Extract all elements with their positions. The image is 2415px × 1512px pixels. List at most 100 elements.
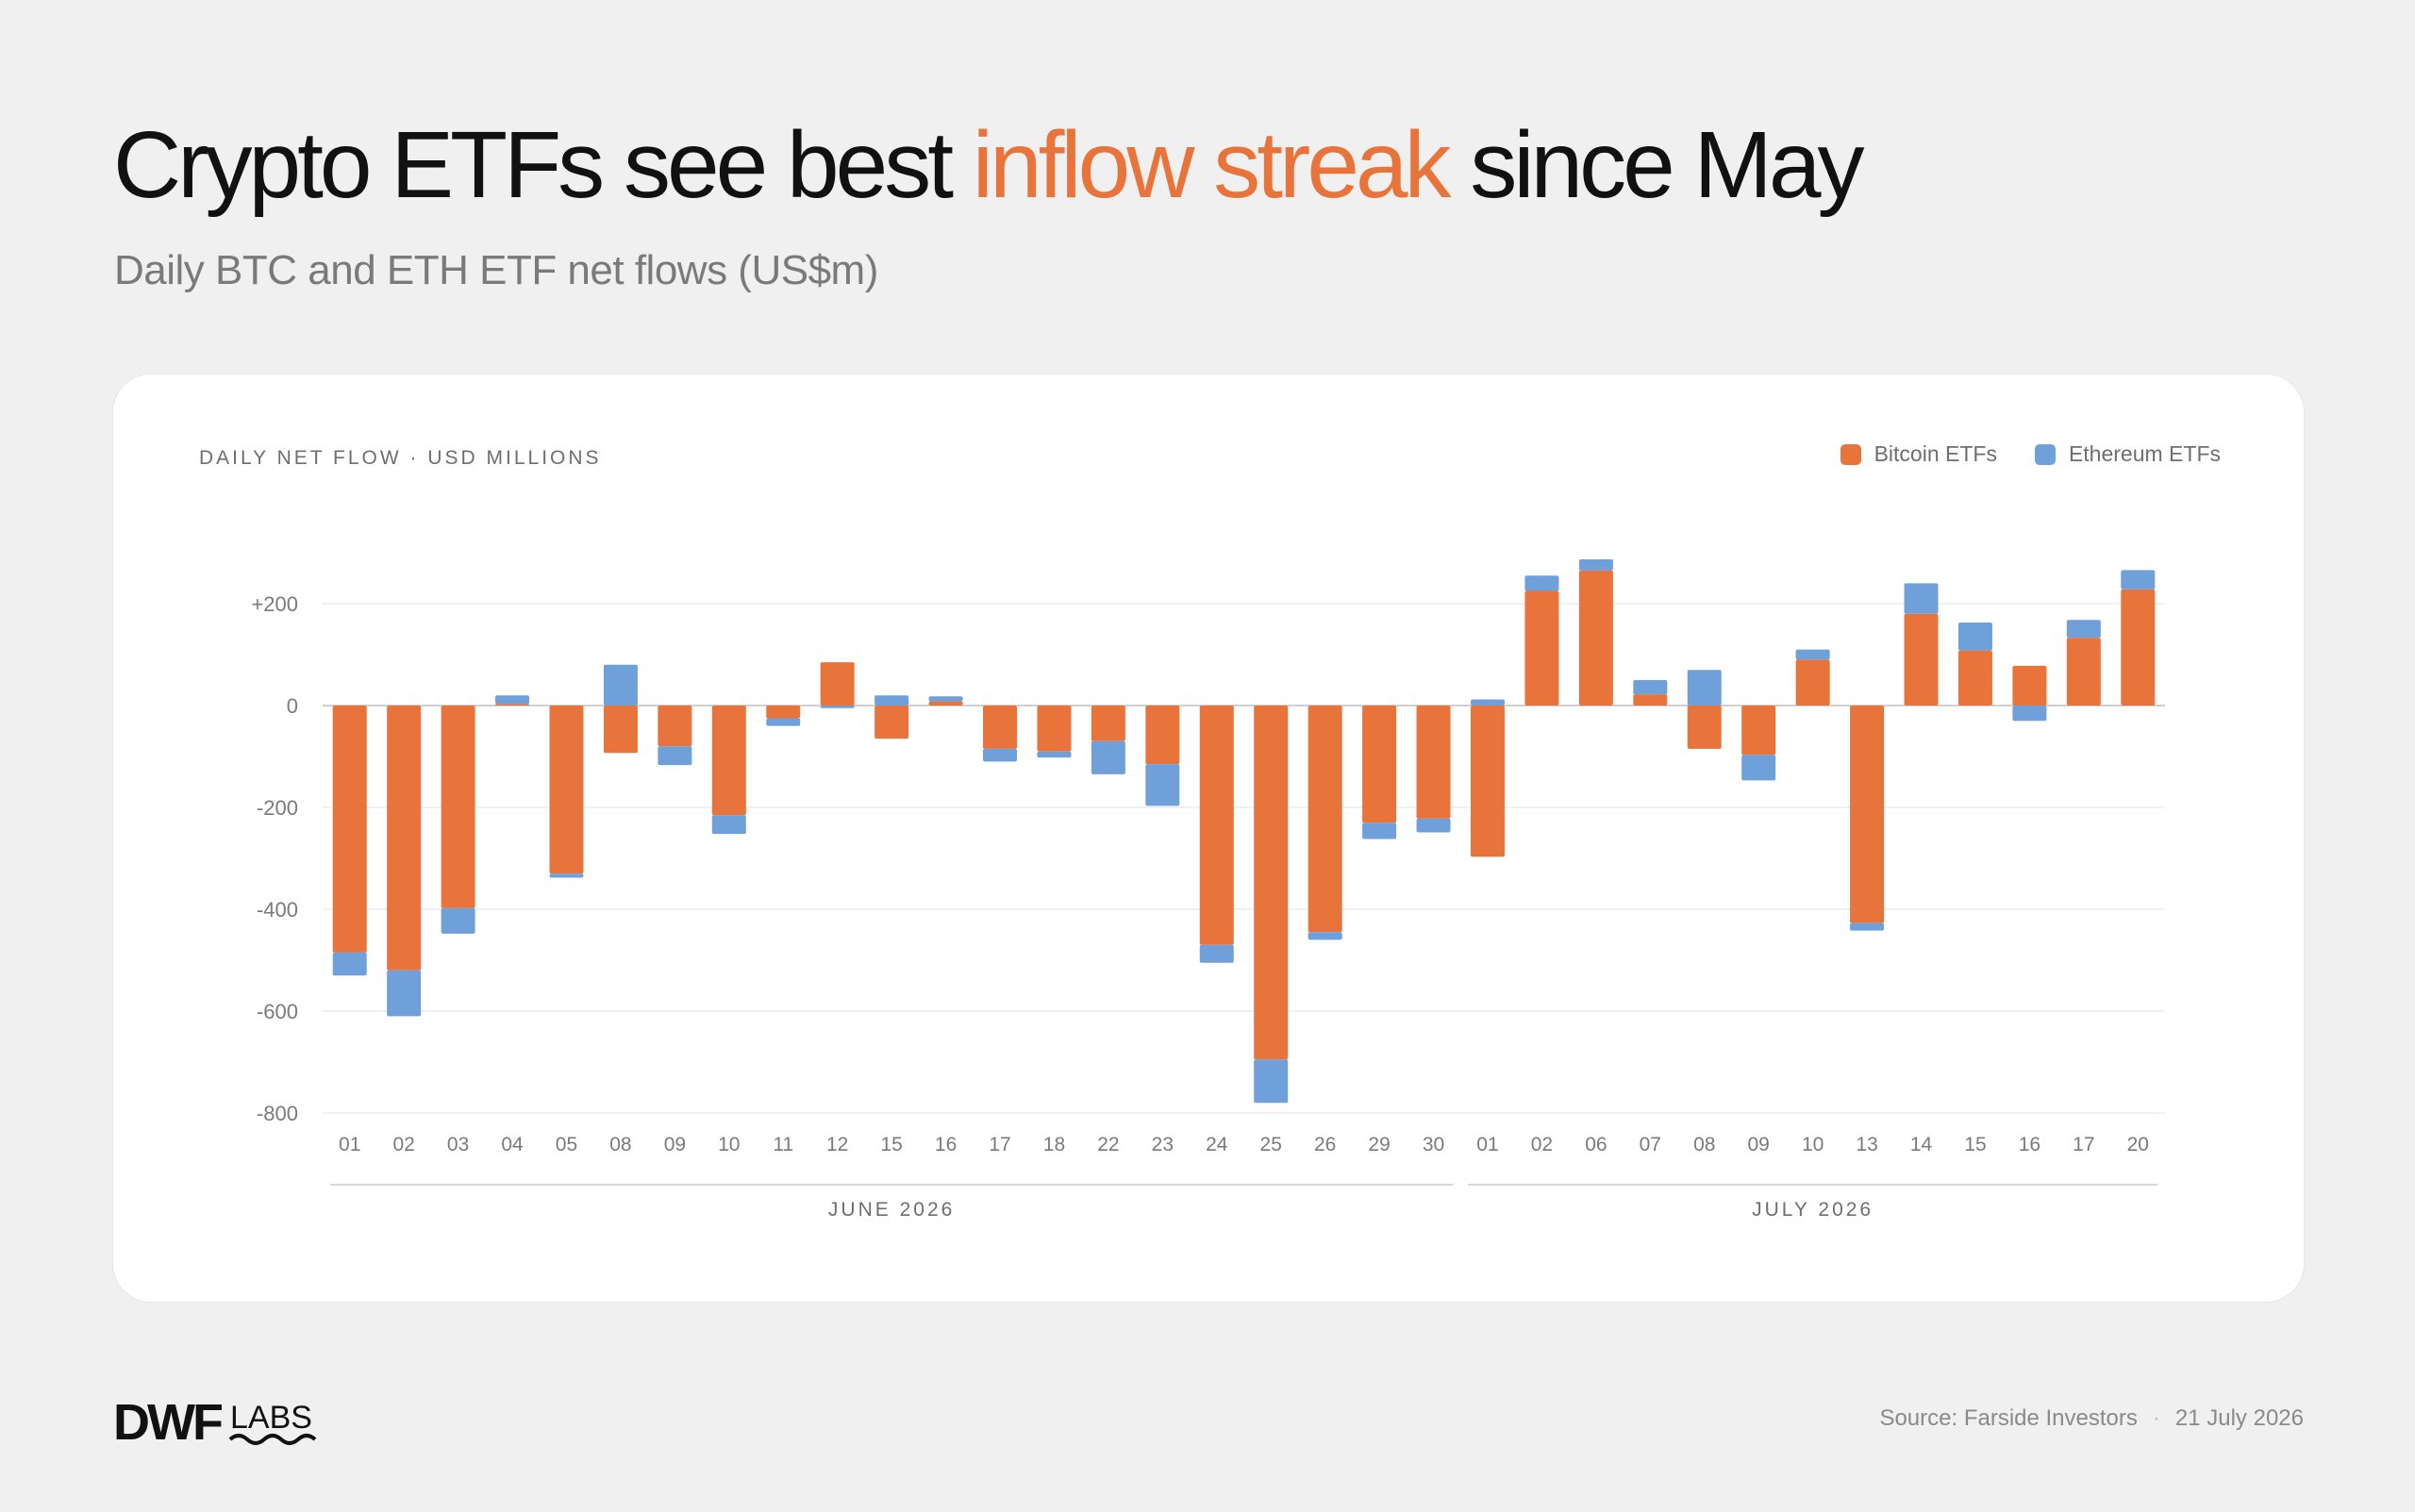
bar-bitcoin <box>928 701 963 706</box>
x-tick-label: 12 <box>826 1134 848 1155</box>
x-tick-label: 08 <box>1693 1134 1715 1155</box>
bar-ethereum <box>1199 944 1234 963</box>
bar-ethereum <box>1362 822 1397 839</box>
bar-ethereum <box>1957 622 1992 651</box>
bar-bitcoin <box>2121 589 2156 706</box>
x-tick-label: 09 <box>664 1134 686 1155</box>
x-tick-label: 10 <box>718 1134 740 1155</box>
bar-ethereum <box>1416 818 1451 833</box>
footer-separator: · <box>2152 1405 2160 1431</box>
bar-bitcoin <box>1416 706 1451 819</box>
x-tick-label: 01 <box>339 1134 360 1155</box>
bar-ethereum <box>658 746 692 766</box>
bar-ethereum <box>928 696 963 702</box>
x-tick-label: 04 <box>501 1134 524 1155</box>
bar-bitcoin <box>1091 706 1125 741</box>
x-tick-label: 16 <box>935 1134 957 1155</box>
bar-bitcoin <box>1470 706 1505 857</box>
bar-bitcoin <box>874 706 909 739</box>
bar-bitcoin <box>711 706 746 816</box>
x-tick-label: 08 <box>609 1134 631 1155</box>
y-tick-label: +200 <box>251 592 298 616</box>
bar-ethereum <box>1254 1059 1289 1104</box>
bar-bitcoin <box>1850 706 1885 923</box>
y-tick-label: 0 <box>287 694 298 718</box>
bar-bitcoin <box>1904 613 1939 706</box>
x-tick-label: 22 <box>1097 1134 1119 1155</box>
bar-ethereum <box>332 952 367 976</box>
x-tick-label: 11 <box>773 1134 793 1155</box>
bar-ethereum <box>983 748 1018 762</box>
bar-ethereum <box>2012 706 2047 722</box>
bar-bitcoin <box>983 706 1018 749</box>
title-before: Crypto ETFs see best <box>113 112 973 218</box>
bar-ethereum <box>1524 575 1559 591</box>
bar-ethereum <box>495 695 530 705</box>
bar-ethereum <box>1850 922 1885 931</box>
bar-ethereum <box>766 718 801 726</box>
legend-swatch-bitcoin <box>1840 443 1861 465</box>
x-tick-label: 15 <box>1964 1134 1986 1155</box>
bar-ethereum <box>711 815 746 835</box>
x-tick-label: 10 <box>1802 1134 1824 1155</box>
x-tick-label: 16 <box>2019 1134 2040 1155</box>
bar-ethereum <box>1633 680 1668 695</box>
bar-bitcoin <box>332 706 367 953</box>
x-tick-label: 01 <box>1476 1134 1498 1155</box>
x-tick-label: 09 <box>1748 1134 1770 1155</box>
bar-bitcoin <box>820 662 855 706</box>
bar-bitcoin <box>766 706 801 719</box>
bar-ethereum <box>874 695 909 706</box>
bar-bitcoin <box>1037 706 1072 752</box>
y-tick-label: -800 <box>257 1102 298 1125</box>
x-tick-label: 15 <box>880 1134 902 1155</box>
legend-label-ethereum: Ethereum ETFs <box>2068 441 2221 466</box>
bar-bitcoin <box>495 704 530 706</box>
bar-bitcoin <box>1145 706 1180 765</box>
bar-bitcoin <box>1307 706 1342 933</box>
bar-ethereum <box>387 970 422 1017</box>
dwf-labs-logo: DWF LABS <box>113 1394 330 1452</box>
x-tick-label: 29 <box>1368 1134 1390 1155</box>
bar-ethereum <box>603 664 638 706</box>
x-tick-label: 23 <box>1152 1134 1174 1155</box>
bar-bitcoin <box>658 706 692 747</box>
bar-ethereum <box>2066 620 2101 639</box>
bar-bitcoin <box>1957 650 1992 706</box>
x-tick-label: 13 <box>1856 1134 1877 1155</box>
bar-bitcoin <box>1362 706 1397 823</box>
bar-ethereum <box>1470 699 1505 706</box>
title-after: since May <box>1447 112 1864 218</box>
bar-bitcoin <box>441 706 475 908</box>
x-tick-label: 03 <box>447 1134 469 1155</box>
bar-ethereum <box>820 706 855 708</box>
logo-mark: DWF LABS <box>113 1394 317 1451</box>
x-tick-label: 17 <box>2073 1134 2094 1155</box>
x-tick-label: 05 <box>556 1134 577 1155</box>
bar-bitcoin <box>1578 570 1613 706</box>
x-tick-label: 26 <box>1314 1134 1336 1155</box>
panel-label: DAILY NET FLOW · USD MILLIONS <box>199 447 602 469</box>
bar-ethereum <box>1578 559 1613 571</box>
legend-swatch-ethereum <box>2034 443 2056 465</box>
legend-item-ethereum: Ethereum ETFs <box>2034 441 2221 467</box>
x-tick-label: 20 <box>2127 1134 2149 1155</box>
bar-bitcoin <box>1633 694 1668 706</box>
x-tick-label: 14 <box>1910 1134 1933 1155</box>
y-tick-label: -200 <box>257 796 298 820</box>
logo-text: DWF <box>113 1394 223 1447</box>
y-tick-label: -600 <box>257 1000 298 1023</box>
x-tick-label: 02 <box>392 1134 414 1155</box>
bar-bitcoin <box>387 706 422 971</box>
legend-label-bitcoin: Bitcoin ETFs <box>1874 441 1997 466</box>
bar-bitcoin <box>549 706 584 874</box>
bar-ethereum <box>1741 755 1776 781</box>
x-tick-label: 30 <box>1423 1134 1444 1155</box>
month-label: JULY 2026 <box>1752 1199 1874 1221</box>
logo-sub: LABS <box>230 1400 312 1436</box>
x-tick-label: 17 <box>989 1134 1010 1155</box>
y-tick-label: -400 <box>257 898 298 922</box>
bar-ethereum <box>1687 670 1722 706</box>
bar-ethereum <box>1795 649 1830 660</box>
